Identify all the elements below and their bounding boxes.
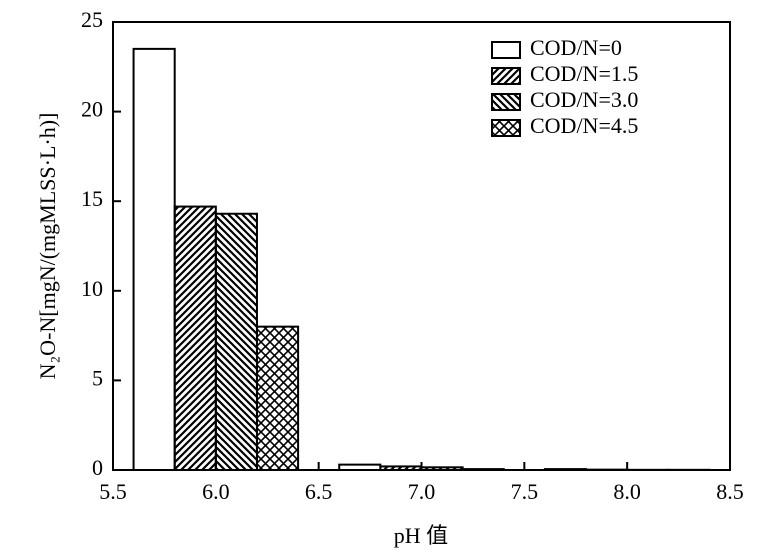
y-tick-label: 10: [81, 276, 103, 301]
x-tick-label: 8.0: [613, 479, 641, 504]
bar: [379, 465, 423, 471]
legend-swatch: [491, 67, 521, 85]
x-tick-label: 5.5: [99, 479, 127, 504]
legend-label: COD/N=1.5: [530, 61, 638, 86]
bar: [214, 212, 258, 472]
legend-label: COD/N=4.5: [530, 113, 638, 138]
bar: [173, 205, 217, 472]
y-axis-label: N₂O-N[mgN/(mgMLSS·L·h)]: [35, 113, 60, 380]
y-tick-label: 25: [81, 7, 103, 32]
y-tick-label: 5: [92, 365, 103, 390]
legend-label: COD/N=3.0: [530, 87, 638, 112]
bar: [132, 47, 176, 471]
x-tick-label: 7.5: [511, 479, 539, 504]
x-tick-label: 7.0: [408, 479, 436, 504]
x-axis-label: pH 值: [394, 523, 448, 548]
legend-swatch: [491, 41, 521, 59]
bar: [543, 468, 588, 472]
x-tick-label: 6.5: [305, 479, 333, 504]
x-tick-label: 8.5: [716, 479, 744, 504]
y-tick-label: 0: [92, 455, 103, 480]
x-tick-label: 6.0: [202, 479, 230, 504]
bar: [420, 466, 464, 472]
y-tick-label: 15: [81, 186, 103, 211]
bar: [338, 463, 382, 471]
bar: [461, 468, 505, 472]
y-tick-label: 20: [81, 97, 103, 122]
legend-swatch: [491, 93, 521, 111]
legend-label: COD/N=0: [530, 35, 622, 60]
bar: [255, 325, 300, 472]
legend-swatch: [491, 119, 521, 137]
